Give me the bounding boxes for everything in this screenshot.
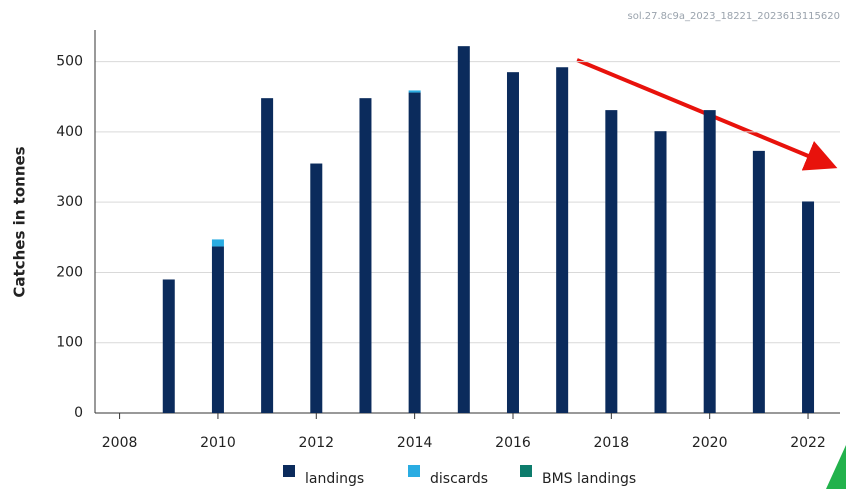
bar-segment xyxy=(703,110,716,413)
bar-segment xyxy=(605,110,618,413)
y-axis-label: Catches in tonnes xyxy=(11,146,29,297)
y-tick-label: 300 xyxy=(56,194,83,210)
bar-segment xyxy=(211,246,224,413)
legend-swatch xyxy=(520,465,532,477)
bar-segment xyxy=(457,46,470,414)
trend-arrow xyxy=(576,58,838,171)
legend-label: discards xyxy=(430,471,488,487)
bar-segment xyxy=(556,67,569,413)
bar-segment xyxy=(752,150,765,413)
bar-segment xyxy=(310,163,323,413)
legend-label: landings xyxy=(305,471,364,487)
chart-note: sol.27.8c9a_2023_18221_2023613115620 xyxy=(627,11,840,22)
y-tick-label: 200 xyxy=(56,264,83,280)
x-tick-label: 2018 xyxy=(594,435,630,451)
legend-swatch xyxy=(408,465,420,477)
bar-segment xyxy=(408,90,421,93)
x-tick-label: 2020 xyxy=(692,435,728,451)
bar-segment xyxy=(802,201,815,413)
y-tick-label: 400 xyxy=(56,124,83,140)
bar-segment xyxy=(261,98,274,414)
x-tick-label: 2008 xyxy=(102,435,138,451)
x-tick-label: 2010 xyxy=(200,435,236,451)
bar-segment xyxy=(162,279,175,413)
bar-segment xyxy=(408,92,421,413)
y-tick-label: 500 xyxy=(56,54,83,70)
bar-segment xyxy=(506,72,519,414)
x-tick-label: 2014 xyxy=(397,435,433,451)
x-tick-label: 2016 xyxy=(495,435,531,451)
bar-segment xyxy=(359,98,372,414)
corner-shape xyxy=(826,445,846,489)
bar-segment xyxy=(654,131,667,413)
y-tick-label: 100 xyxy=(56,335,83,351)
x-tick-label: 2022 xyxy=(790,435,826,451)
x-tick-label: 2012 xyxy=(298,435,334,451)
legend-label: BMS landings xyxy=(542,471,636,487)
bar-segment xyxy=(211,239,224,247)
y-tick-label: 0 xyxy=(74,405,83,421)
legend-swatch xyxy=(283,465,295,477)
